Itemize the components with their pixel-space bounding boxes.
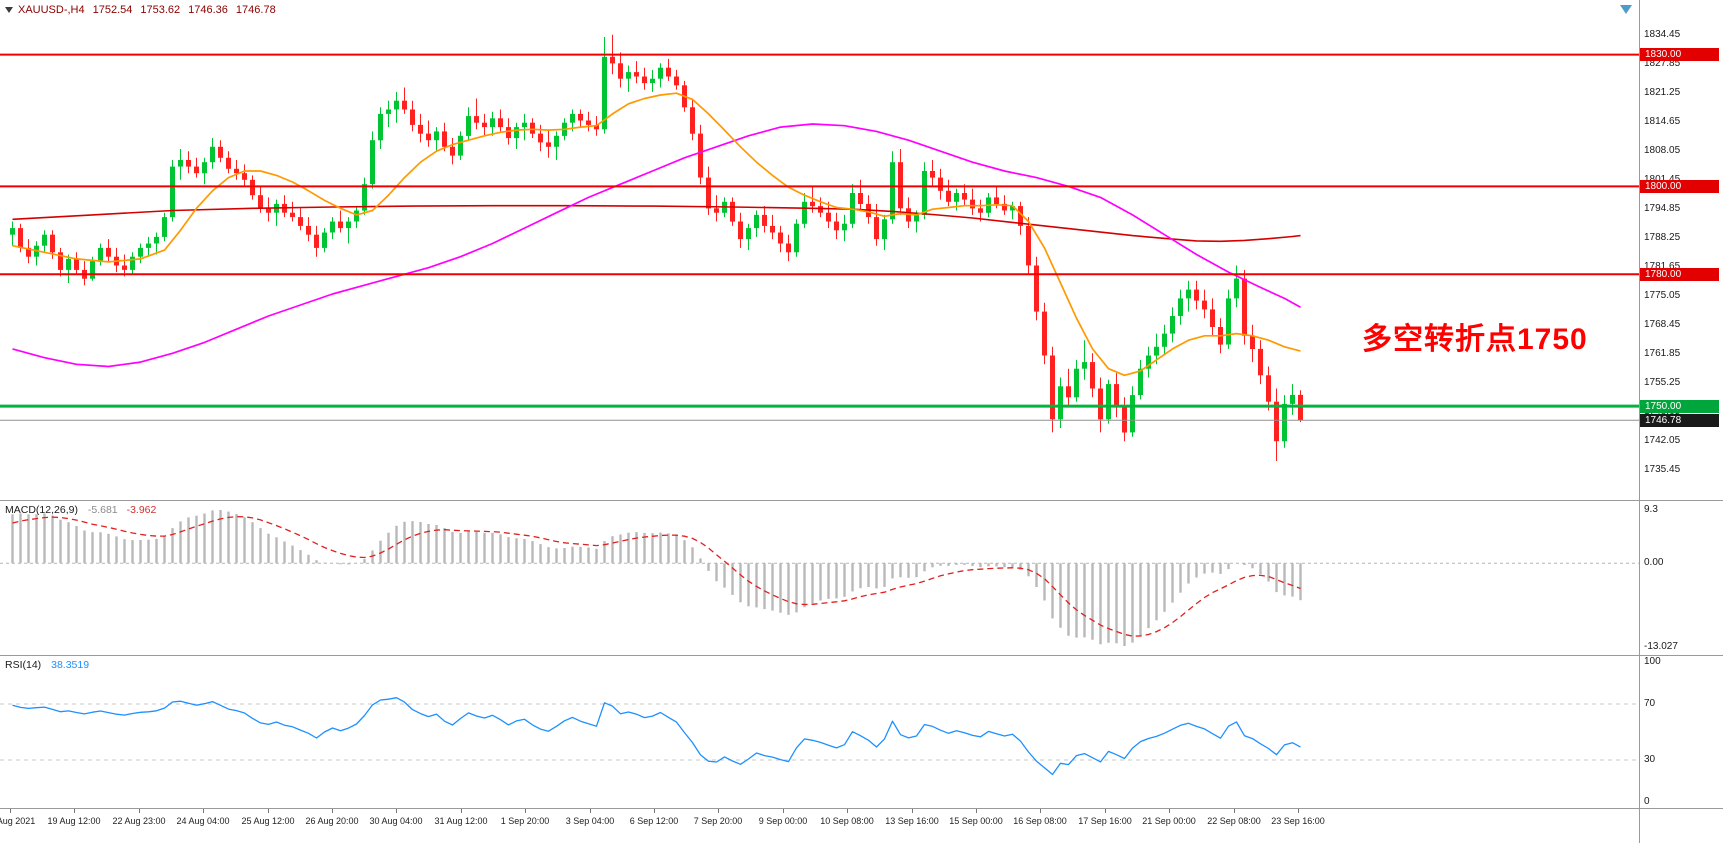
axis-separator — [1639, 0, 1640, 843]
macd-name: MACD(12,26,9) — [5, 504, 78, 516]
rsi-axis-label: 70 — [1644, 698, 1656, 709]
time-label: 9 Sep 00:00 — [758, 816, 808, 826]
price-level-label: 1746.78 — [1640, 414, 1719, 427]
price-tick-label: 1755.25 — [1644, 377, 1681, 388]
ohlc-low: 1746.36 — [188, 4, 228, 16]
time-tick — [10, 809, 11, 813]
time-label: 26 Aug 20:00 — [305, 816, 359, 826]
time-tick — [1298, 809, 1299, 813]
time-label: 21 Sep 00:00 — [1142, 816, 1196, 826]
time-label: 23 Sep 16:00 — [1271, 816, 1325, 826]
time-label: 31 Aug 12:00 — [434, 816, 488, 826]
time-tick — [74, 809, 75, 813]
time-label: 24 Aug 04:00 — [176, 816, 230, 826]
time-label: 25 Aug 12:00 — [241, 816, 295, 826]
macd-axis-label: 9.3 — [1644, 504, 1658, 515]
time-tick — [783, 809, 784, 813]
time-label: 3 Sep 04:00 — [565, 816, 615, 826]
rsi-value: 38.3519 — [51, 659, 90, 671]
candlestick-chart[interactable] — [0, 0, 1639, 500]
rsi-axis-label: 0 — [1644, 796, 1650, 807]
ohlc-open: 1752.54 — [92, 4, 133, 16]
price-tick-label: 1827.85 — [1644, 58, 1681, 69]
price-level-label: 1800.00 — [1640, 180, 1719, 193]
price-tick-label: 1808.05 — [1644, 145, 1681, 156]
ohlc-high: 1753.62 — [140, 4, 181, 16]
price-level-label: 1780.00 — [1640, 268, 1719, 281]
time-tick — [1040, 809, 1041, 813]
price-tick-label: 1781.65 — [1644, 261, 1681, 272]
time-tick — [461, 809, 462, 813]
time-tick — [590, 809, 591, 813]
price-tick-label: 1801.45 — [1644, 174, 1680, 186]
rsi-panel[interactable]: RSI(14) 38.3519 — [0, 656, 1639, 808]
price-level-label: 1750.00 — [1640, 400, 1719, 413]
macd-indicator-label: MACD(12,26,9) -5.681 -3.962 — [5, 504, 156, 516]
time-label: 13 Sep 16:00 — [885, 816, 939, 826]
time-label: 16 Sep 08:00 — [1013, 816, 1067, 826]
price-tick-label: 1788.25 — [1644, 232, 1681, 243]
price-tick-label: 1821.25 — [1644, 87, 1681, 98]
time-label: 18 Aug 2021 — [0, 816, 36, 826]
rsi-axis-label: 30 — [1644, 754, 1656, 765]
time-tick — [654, 809, 655, 813]
time-tick — [139, 809, 140, 813]
time-label: 17 Sep 16:00 — [1078, 816, 1132, 826]
symbol-period-label: XAUUSD-,H4 — [18, 4, 85, 16]
one-click-trading-toggle-icon[interactable] — [5, 7, 13, 13]
panel-separator[interactable] — [0, 808, 1723, 809]
time-tick — [525, 809, 526, 813]
time-label: 22 Aug 23:00 — [112, 816, 166, 826]
time-tick — [332, 809, 333, 813]
time-label: 6 Sep 12:00 — [629, 816, 679, 826]
time-tick — [396, 809, 397, 813]
time-label: 30 Aug 04:00 — [369, 816, 423, 826]
time-label: 15 Sep 00:00 — [949, 816, 1003, 826]
macd-plot[interactable] — [0, 501, 1639, 655]
rsi-plot[interactable] — [0, 656, 1639, 808]
rsi-indicator-label: RSI(14) 38.3519 — [5, 659, 89, 671]
time-tick — [718, 809, 719, 813]
chart-shift-marker-icon[interactable] — [1620, 5, 1632, 14]
macd-signal-value: -3.962 — [126, 504, 157, 516]
main-chart-panel[interactable]: XAUUSD-,H4 1752.54 1753.62 1746.36 1746.… — [0, 0, 1639, 500]
price-level-label: 1830.00 — [1640, 48, 1719, 61]
panel-separator[interactable] — [0, 500, 1723, 501]
price-tick-label: 1742.05 — [1644, 435, 1681, 446]
time-tick — [847, 809, 848, 813]
price-axis[interactable]: 1834.45 1827.85 1821.25 1814.65 1808.05 1801.… — [1639, 0, 1723, 843]
time-tick — [1105, 809, 1106, 813]
macd-axis-label: 0.00 — [1644, 557, 1664, 568]
time-label: 7 Sep 20:00 — [693, 816, 743, 826]
rsi-axis-label: 100 — [1644, 656, 1661, 667]
panel-separator[interactable] — [0, 655, 1723, 656]
rsi-name: RSI(14) — [5, 659, 42, 671]
annotation-text[interactable]: 多空转折点1750 — [1362, 323, 1588, 356]
price-tick-label: 1794.85 — [1644, 203, 1681, 214]
time-label: 22 Sep 08:00 — [1207, 816, 1261, 826]
time-tick — [912, 809, 913, 813]
time-tick — [976, 809, 977, 813]
macd-axis-label: -13.027 — [1644, 641, 1678, 652]
price-tick-label: 1775.05 — [1644, 290, 1681, 301]
time-tick — [203, 809, 204, 813]
time-tick — [268, 809, 269, 813]
price-tick-label: 1768.45 — [1644, 319, 1681, 330]
ohlc-close: 1746.78 — [235, 4, 276, 16]
time-tick — [1169, 809, 1170, 813]
time-label: 10 Sep 08:00 — [820, 816, 874, 826]
price-tick-label: 1814.65 — [1644, 116, 1681, 127]
price-tick-label: 1735.45 — [1644, 464, 1681, 475]
time-label: 19 Aug 12:00 — [47, 816, 101, 826]
time-tick — [1234, 809, 1235, 813]
macd-panel[interactable]: MACD(12,26,9) -5.681 -3.962 — [0, 501, 1639, 655]
chart-symbol-title: XAUUSD-,H4 1752.54 1753.62 1746.36 1746.… — [5, 4, 276, 16]
macd-main-value: -5.681 — [87, 504, 118, 516]
time-axis[interactable]: 18 Aug 2021 19 Aug 12:00 22 Aug 23:00 24 Au… — [0, 809, 1639, 843]
price-tick-label: 1761.85 — [1644, 348, 1681, 359]
price-tick-label: 1834.45 — [1644, 29, 1681, 40]
time-label: 1 Sep 20:00 — [500, 816, 550, 826]
